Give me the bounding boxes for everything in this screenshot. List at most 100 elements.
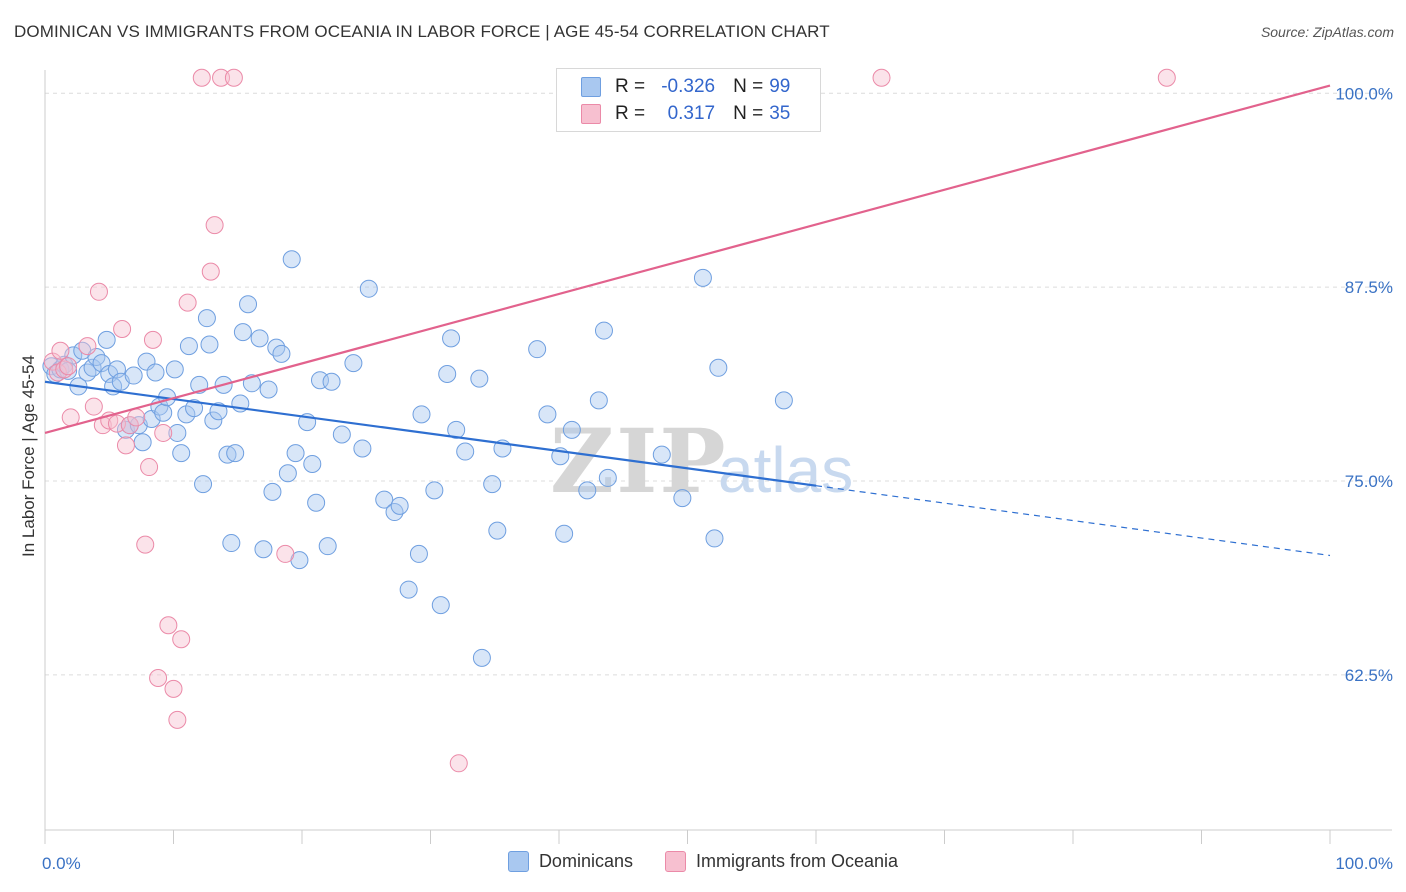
data-point xyxy=(154,403,173,422)
legend-r-value: -0.326 xyxy=(661,76,716,97)
legend-n-value: 99 xyxy=(769,76,791,97)
data-point xyxy=(472,648,491,667)
data-point xyxy=(431,596,450,615)
data-point xyxy=(51,341,70,360)
data-point xyxy=(78,337,97,356)
data-point xyxy=(83,358,102,377)
data-point xyxy=(165,360,184,379)
y-tick-label: 62.5% xyxy=(1345,666,1393,685)
data-point xyxy=(286,444,305,463)
data-point xyxy=(172,630,191,649)
data-points xyxy=(42,68,1176,773)
data-point xyxy=(344,354,363,373)
data-point xyxy=(693,268,712,287)
legend-r-label: R = xyxy=(615,76,646,97)
data-point xyxy=(272,344,291,363)
data-point xyxy=(133,433,152,452)
legend-item-oceania: Immigrants from Oceania xyxy=(664,851,899,872)
data-point xyxy=(233,323,252,342)
data-point xyxy=(318,537,337,556)
data-point xyxy=(209,402,228,421)
data-point xyxy=(143,330,162,349)
legend-r-value: 0.317 xyxy=(667,103,716,124)
data-point xyxy=(310,371,329,390)
legend-label-oceania: Immigrants from Oceania xyxy=(695,851,899,871)
data-point xyxy=(172,444,191,463)
axis-labels: 62.5% 75.0% 87.5% 100.0% 0.0% 100.0% In Labor … xyxy=(19,84,1393,873)
data-point xyxy=(113,320,132,339)
y-axis-title: In Labor Force | Age 45-54 xyxy=(19,355,38,557)
data-point xyxy=(159,616,178,635)
data-point xyxy=(538,405,557,424)
data-point xyxy=(124,366,143,385)
data-point xyxy=(254,540,273,559)
grid-lines xyxy=(45,92,1392,676)
data-point xyxy=(555,524,574,543)
data-point xyxy=(205,216,224,235)
data-point xyxy=(107,414,126,433)
data-point xyxy=(598,468,617,487)
data-point xyxy=(84,397,103,416)
data-point xyxy=(412,405,431,424)
legend-row-dominicans: R = -0.326 N = 99 xyxy=(581,74,790,100)
data-point xyxy=(212,68,231,87)
data-point xyxy=(116,436,135,455)
data-point xyxy=(224,68,243,87)
data-point xyxy=(239,295,258,314)
trend-lines xyxy=(44,84,1331,557)
data-point xyxy=(222,534,241,553)
watermark: ZIP atlas xyxy=(550,409,853,513)
legend-n-label: N = xyxy=(733,103,764,124)
data-point xyxy=(179,337,198,356)
data-point xyxy=(528,340,547,359)
y-tick-label: 75.0% xyxy=(1345,472,1393,491)
data-point xyxy=(168,423,187,442)
chart-title: DOMINICAN VS IMMIGRANTS FROM OCEANIA IN … xyxy=(14,22,830,41)
legend-swatch-pink xyxy=(664,851,686,872)
legend-row-oceania: R = 0.317 N = 35 xyxy=(581,101,790,127)
data-point xyxy=(154,423,173,442)
data-point xyxy=(149,669,168,687)
data-point xyxy=(200,335,219,354)
data-point xyxy=(375,490,394,509)
data-point xyxy=(562,420,581,439)
data-point xyxy=(449,754,468,773)
legend-label-dominicans: Dominicans xyxy=(538,851,633,871)
trend-line xyxy=(44,84,1331,435)
data-point xyxy=(442,329,461,348)
data-point xyxy=(470,369,489,388)
x-tick-label: 0.0% xyxy=(42,854,81,873)
data-point xyxy=(673,489,692,508)
data-point xyxy=(226,444,245,463)
data-point xyxy=(276,544,295,563)
correlation-legend: R = -0.326 N = 99 R = 0.317 N = 35 xyxy=(556,68,821,132)
data-point xyxy=(146,363,165,382)
legend-swatch-blue xyxy=(581,77,601,97)
data-point xyxy=(59,357,78,376)
data-point xyxy=(872,68,891,87)
data-point xyxy=(218,445,237,464)
legend-swatch-pink xyxy=(581,104,601,124)
data-point xyxy=(322,372,341,391)
data-point xyxy=(192,68,211,87)
data-point xyxy=(140,458,159,477)
data-point xyxy=(307,493,326,512)
data-point xyxy=(201,262,220,281)
axes xyxy=(44,70,1392,844)
data-point xyxy=(185,399,204,418)
source-credit: Source: ZipAtlas.com xyxy=(1260,24,1394,40)
data-point xyxy=(705,529,724,548)
data-point xyxy=(178,293,197,312)
data-point xyxy=(1157,68,1176,87)
data-point xyxy=(447,420,466,439)
series-legend: Dominicans Immigrants from Oceania xyxy=(0,851,1406,872)
data-point xyxy=(164,679,183,698)
data-point xyxy=(263,482,282,501)
data-point xyxy=(259,380,278,399)
data-point xyxy=(709,358,728,377)
data-point xyxy=(89,282,108,301)
trend-line-extension xyxy=(815,485,1331,557)
data-point xyxy=(282,250,301,269)
data-point xyxy=(774,391,793,410)
data-point xyxy=(483,475,502,494)
